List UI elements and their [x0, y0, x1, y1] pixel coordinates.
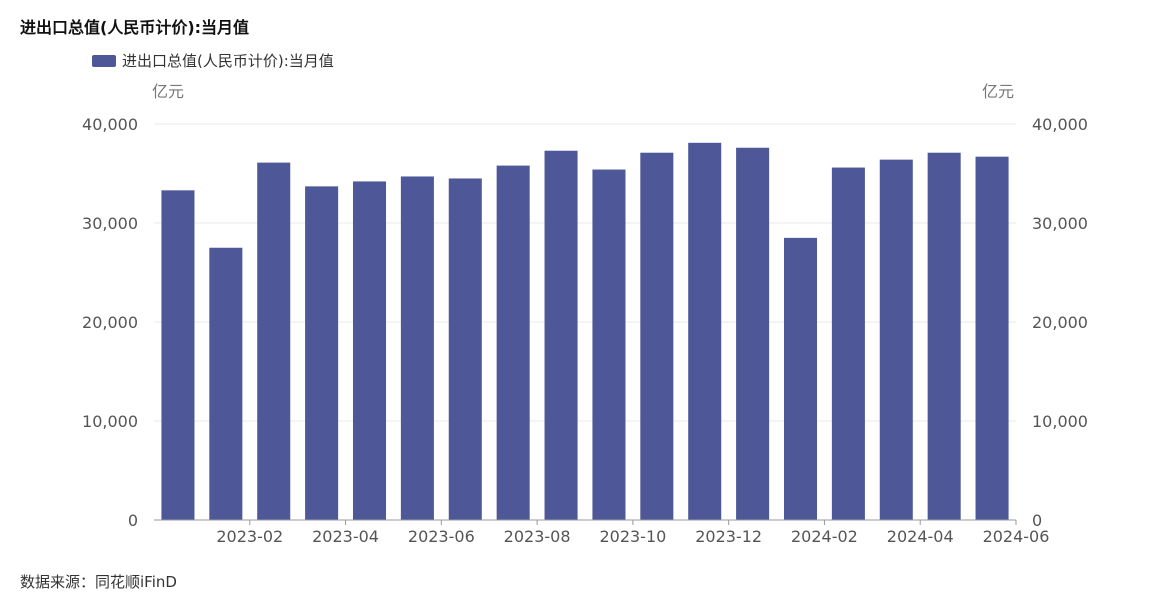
bar [209, 247, 243, 520]
bar [305, 186, 339, 520]
x-tick-label: 2023-12 [695, 527, 762, 546]
y-tick-label-right: 10,000 [1032, 412, 1088, 431]
bar [448, 178, 482, 520]
bar [352, 181, 387, 521]
chart-title: 进出口总值(人民币计价):当月值 [20, 18, 250, 37]
right-axis-unit: 亿元 [982, 82, 1015, 101]
y-tick-label-left: 30,000 [82, 214, 138, 233]
y-tick-label-left: 10,000 [82, 412, 138, 431]
y-tick-label-right: 20,000 [1032, 313, 1088, 332]
bar [688, 142, 722, 520]
y-tick-label-right: 40,000 [1032, 115, 1088, 134]
x-tick-label: 2024-02 [791, 527, 858, 546]
data-source: 数据来源：同花顺iFinD [20, 573, 177, 591]
x-tick-label: 2023-06 [408, 527, 475, 546]
x-tick-label: 2023-08 [504, 527, 571, 546]
x-tick-label: 2023-02 [216, 527, 283, 546]
x-tick-label: 2024-04 [887, 527, 954, 546]
legend-swatch [92, 54, 116, 67]
bar [544, 150, 578, 521]
bar [831, 167, 865, 520]
bar [496, 165, 530, 520]
y-tick-label-right: 30,000 [1032, 214, 1088, 233]
bar [975, 156, 1009, 521]
bar [879, 159, 913, 520]
bar [783, 237, 818, 520]
chart-legend[interactable]: 进出口总值(人民币计价):当月值 [92, 50, 334, 71]
bar [400, 176, 434, 520]
bar [736, 147, 770, 520]
y-tick-label-left: 40,000 [82, 115, 138, 134]
left-axis-unit: 亿元 [152, 82, 185, 101]
y-tick-label-left: 0 [128, 511, 138, 530]
bar [257, 162, 291, 521]
x-tick-label: 2024-06 [983, 527, 1050, 546]
bar [161, 190, 195, 520]
bar [592, 169, 626, 521]
x-tick-label: 2023-04 [312, 527, 379, 546]
legend-label: 进出口总值(人民币计价):当月值 [122, 52, 334, 70]
y-tick-label-left: 20,000 [82, 313, 138, 332]
y-tick-label-right: 0 [1032, 511, 1042, 530]
x-tick-label: 2023-10 [599, 527, 666, 546]
bar [640, 152, 674, 520]
bar [927, 152, 961, 520]
